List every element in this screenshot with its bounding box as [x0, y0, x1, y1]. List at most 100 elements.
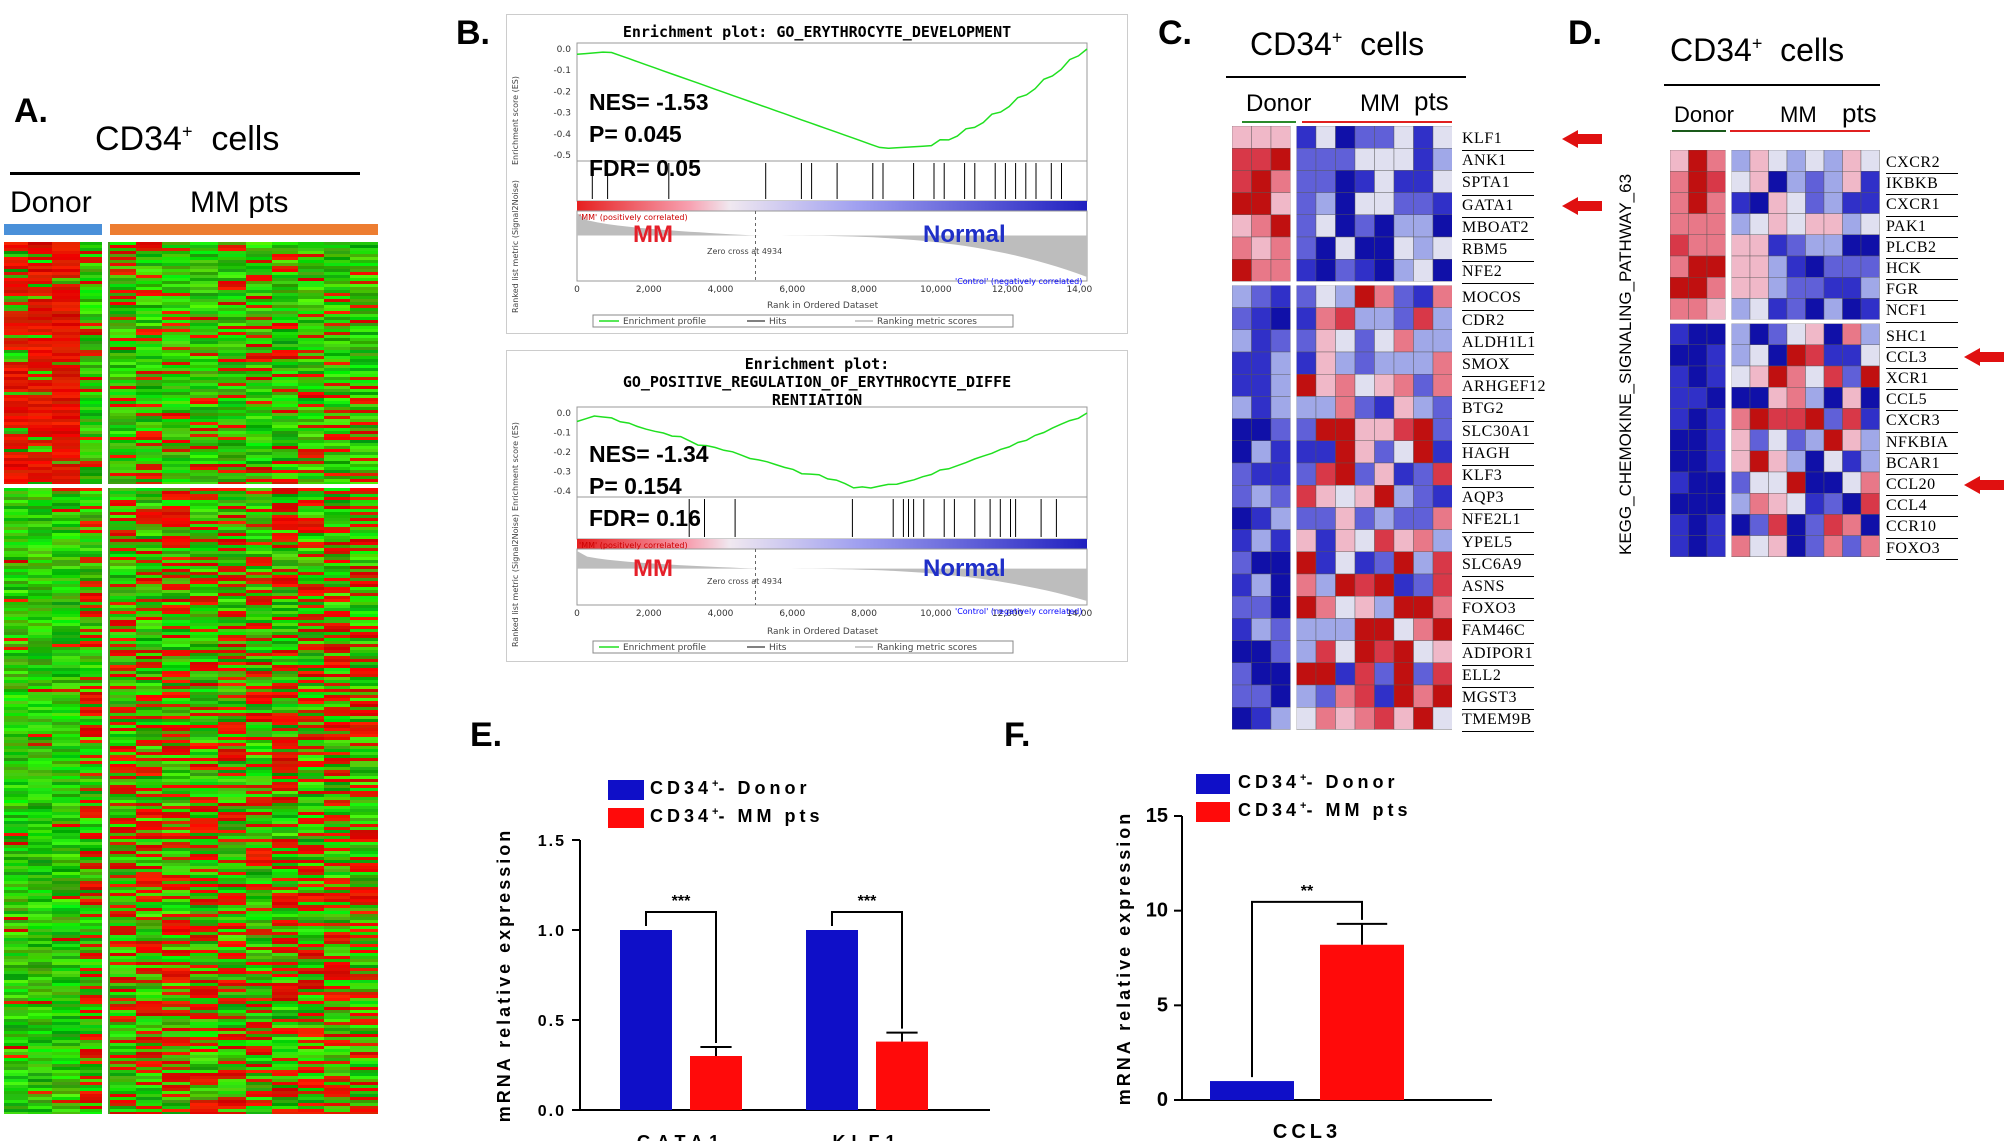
ranking-metric-area — [577, 213, 1087, 277]
significance-stars: *** — [672, 893, 691, 910]
gsea-2-normal-label: Normal — [923, 555, 1006, 582]
panel-c-gene-list: KLF1 ANK1 SPTA1 GATA1 MBOAT2 RBM5 NFE2 MOCOS CDR… — [1462, 128, 1622, 733]
gene-label: CDR2 — [1462, 310, 1534, 333]
gene-label: FOXO3 — [1462, 598, 1534, 622]
heatmap-row-divider — [1232, 281, 1452, 286]
panel-b-label: B. — [456, 14, 490, 52]
gsea-xtick: 8,000 — [851, 285, 877, 295]
y-axis-label: mRNA relative expression — [1114, 811, 1134, 1105]
gene-label: PAK1 — [1886, 216, 1958, 238]
gene-label: BTG2 — [1462, 398, 1534, 422]
significance-bracket — [645, 911, 717, 1043]
gene-label: ELL2 — [1462, 665, 1534, 688]
gsea-2-xaxis: Rank in Ordered Dataset — [767, 627, 879, 637]
gene-label: FOXO3 — [1886, 538, 1958, 560]
panel-d-header: CD34+ cells — [1670, 32, 1845, 68]
panel-e-chart: 0.0 0.5 1.0 1.5 mRNA relative expression *** G… — [494, 828, 990, 1141]
panel-d-mm-line — [1730, 130, 1870, 132]
gene-label: CCL4 — [1886, 495, 1958, 518]
panel-a-group-donor: Donor — [10, 186, 92, 219]
y-axis-label: mRNA relative expression — [494, 828, 514, 1122]
gsea-plot-2: Enrichment plot: GO_POSITIVE_REGULATION_… — [506, 350, 1128, 662]
gsea-2-mm-label: MM — [633, 555, 673, 582]
gene-label: MBOAT2 — [1462, 217, 1534, 240]
panel-c-heatmap — [1232, 126, 1452, 730]
panel-a-group-mm: MM pts — [190, 186, 289, 219]
gsea-2-neg-corr: 'Control' (negatively correlated) — [955, 607, 1083, 616]
gene-label: CXCR3 — [1886, 410, 1958, 433]
bar-gata1-mm — [690, 1056, 742, 1110]
panel-c-label: C. — [1158, 14, 1192, 52]
panel-d-pathway-label: KEGG_CHEMOKINE_SIGNALING_PATHWAY_63 — [1616, 173, 1635, 555]
gsea-2-legend-2: Hits — [769, 643, 787, 653]
gsea-2-legend-1: Enrichment profile — [623, 643, 707, 653]
gsea-1-zero-cross: Zero cross at 4934 — [707, 247, 783, 256]
gene-label: HAGH — [1462, 443, 1534, 466]
arrow-left-icon — [1562, 130, 1578, 149]
ranked-color-bar — [577, 539, 1087, 549]
gsea-1-mm-label: MM — [633, 221, 673, 248]
gsea-xtick: 2,000 — [636, 609, 662, 619]
gene-label: SLC6A9 — [1462, 554, 1534, 577]
gsea-xtick: 10,000 — [920, 609, 952, 619]
gsea-plot-2-title-1: Enrichment plot: — [744, 355, 890, 373]
panel-f-chart: 0 5 10 15 mRNA relative expression ** CCL3 — [1114, 805, 1492, 1141]
gene-label: BCAR1 — [1886, 453, 1958, 475]
gsea-1-legend-1: Enrichment profile — [623, 317, 707, 327]
es-ytick: -0.3 — [553, 109, 571, 119]
gene-label: FGR — [1886, 279, 1958, 302]
panel-f-legend-mm: CD34+- MM pts — [1238, 800, 1412, 820]
gsea-xtick: 14,00 — [1066, 285, 1092, 295]
gene-label: TMEM9B — [1462, 709, 1534, 733]
gsea-2-fdr: FDR= 0.16 — [589, 505, 701, 531]
panel-c-mm-line — [1302, 121, 1452, 123]
gsea-xtick: 12,000 — [992, 609, 1024, 619]
es-ytick: -0.4 — [553, 130, 571, 140]
y-tick-label: 5 — [1157, 994, 1168, 1016]
x-category-label: KLF1 — [833, 1132, 902, 1141]
y-tick-label: 1.0 — [538, 923, 566, 940]
arrow-shaft-icon — [1578, 134, 1602, 145]
gsea-1-yaxis2: Ranked list metric (Signal2Noise) — [511, 180, 520, 313]
enrichment-profile-line — [576, 48, 1088, 150]
y-tick-label: 1.5 — [538, 833, 566, 850]
panel-c-donor-line — [1242, 121, 1296, 123]
gsea-1-neg-corr: 'Control' (negatively correlated) — [955, 277, 1083, 286]
y-tick-label: 0 — [1157, 1089, 1168, 1111]
arrow-left-icon — [1964, 475, 1980, 494]
gene-label: IKBKB — [1886, 173, 1958, 196]
gene-label: CCR10 — [1886, 516, 1958, 539]
gene-label: NFE2 — [1462, 261, 1534, 285]
gsea-1-legend-2: Hits — [769, 317, 787, 327]
panel-d-heatmap — [1670, 150, 1880, 558]
panel-f-legend-donor: CD34+- Donor — [1238, 772, 1399, 792]
heatmap-col-divider — [1725, 150, 1732, 557]
gene-label: PLCB2 — [1886, 237, 1958, 259]
gene-label: KLF1 — [1462, 128, 1534, 152]
gsea-legend-box — [592, 314, 1014, 328]
panel-e-legend-donor-swatch — [608, 780, 644, 800]
gene-label: HCK — [1886, 258, 1958, 281]
gene-label: FAM46C — [1462, 620, 1534, 644]
gene-label: XCR1 — [1886, 368, 1958, 391]
panel-d-group-mm: MM — [1780, 102, 1817, 127]
gsea-2-pos-corr: 'MM' (positively correlated) — [579, 541, 688, 550]
significance-bracket — [831, 911, 903, 1029]
y-tick-label: 10 — [1146, 900, 1168, 922]
bar-ccl3-donor — [1210, 1081, 1294, 1100]
gsea-1-nes: NES= -1.53 — [589, 89, 709, 115]
gene-label: CCL20 — [1886, 474, 1958, 497]
arrow-left-icon — [1562, 196, 1578, 215]
gene-label: SMOX — [1462, 354, 1534, 378]
gene-label: CXCR1 — [1886, 194, 1958, 217]
gsea-xtick: 8,000 — [851, 609, 877, 619]
es-ytick: -0.2 — [553, 87, 571, 97]
gsea-xtick: 12,000 — [992, 285, 1024, 295]
gene-label: KLF3 — [1462, 465, 1534, 489]
gsea-plot-1-title: Enrichment plot: GO_ERYTHROCYTE_DEVELOPM… — [622, 23, 1012, 41]
gene-label: ASNS — [1462, 576, 1534, 600]
significance-stars: ** — [1301, 883, 1314, 900]
bar-klf1-donor — [806, 930, 858, 1110]
es-ytick: -0.1 — [553, 429, 571, 439]
gsea-xtick: 6,000 — [779, 609, 805, 619]
